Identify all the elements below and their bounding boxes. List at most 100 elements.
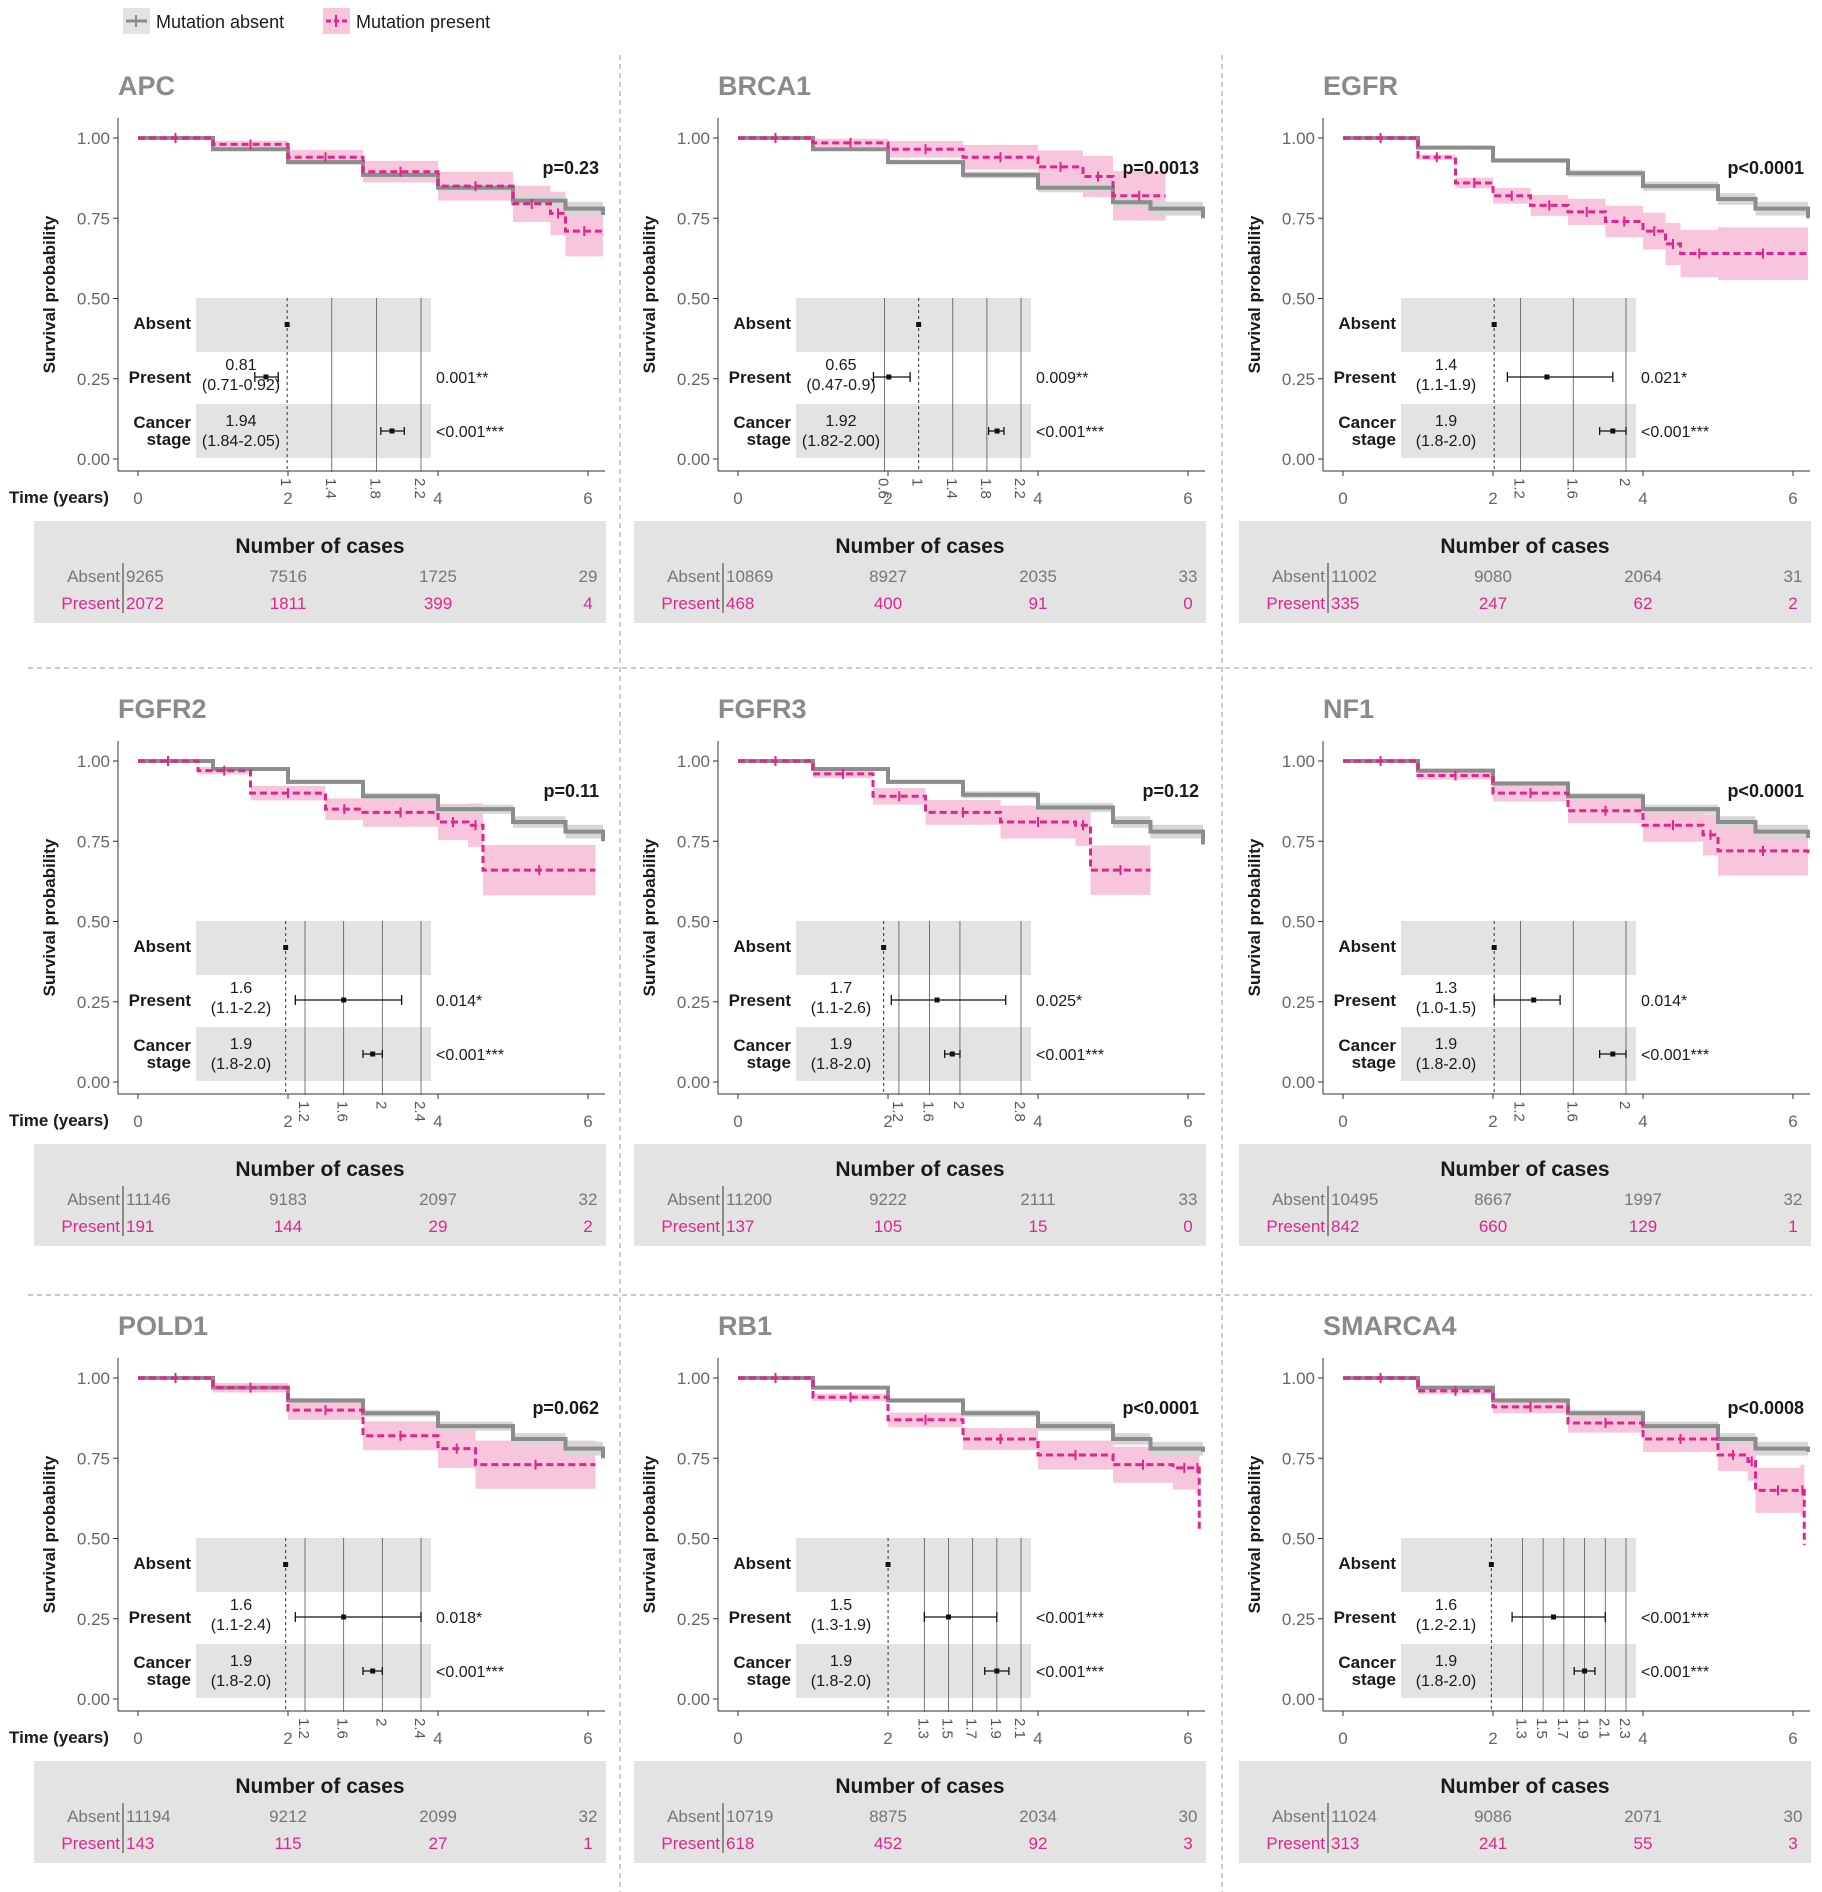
risk-count-present: 0 (1183, 1217, 1192, 1236)
forest-hr-stage: 1.94 (225, 413, 256, 430)
curve-mutation-present (138, 1376, 596, 1467)
risk-count-present: 468 (726, 594, 754, 613)
risk-count-present: 335 (1331, 594, 1359, 613)
risk-count-present: 115 (274, 1834, 301, 1853)
panel-title: BRCA1 (718, 71, 811, 101)
panel-rb1: RB1 1.00 0.75 0.50 0.25 0.00 0 2 4 6 Survival prob… (634, 1311, 1206, 1863)
ci-band-absent (738, 1378, 1203, 1460)
risk-count-present: 247 (1479, 594, 1507, 613)
risk-label-absent: Absent (1272, 1807, 1325, 1826)
p-value: p<0.0008 (1727, 1398, 1804, 1418)
x-tick-label: 0 (733, 1729, 742, 1748)
x-tick-label: 6 (583, 1729, 592, 1748)
forest-label-absent: Absent (133, 314, 191, 333)
risk-label-present: Present (661, 594, 720, 613)
forest-tick-label: 1.8 (366, 478, 383, 499)
y-tick-label: 1.00 (1282, 129, 1315, 148)
risk-count-present: 92 (1029, 1834, 1048, 1853)
y-tick-label: 1.00 (677, 752, 710, 771)
risk-label-absent: Absent (667, 1190, 720, 1209)
risk-table-bg (634, 521, 1206, 623)
forest-point-present (341, 997, 347, 1003)
risk-count-present: 29 (429, 1217, 448, 1236)
risk-count-present: 27 (429, 1834, 448, 1853)
forest-label-present: Present (1334, 991, 1397, 1010)
y-tick-label: 1.00 (677, 1369, 710, 1388)
legend-absent-label: Mutation absent (156, 12, 284, 32)
forest-tick-label: 2.1 (1011, 1718, 1028, 1739)
risk-table: Number of cases Absent Present 11002 9080 206… (1239, 521, 1811, 623)
x-tick-label: 2 (1488, 1729, 1497, 1748)
forest-p-stage: <0.001*** (436, 1047, 504, 1064)
risk-count-present: 137 (726, 1217, 754, 1236)
risk-count-present: 3 (1183, 1834, 1192, 1853)
panel-title: EGFR (1323, 71, 1398, 101)
risk-label-absent: Absent (667, 1807, 720, 1826)
risk-count-absent: 11024 (1331, 1807, 1377, 1826)
forest-point-present (263, 374, 269, 380)
curve-mutation-absent (1343, 136, 1810, 219)
forest-hr-present: 1.7 (830, 980, 852, 997)
x-tick-label: 6 (1183, 489, 1192, 508)
forest-label-stage: stage (1352, 1670, 1396, 1689)
risk-table: Number of cases Absent Present 11200 9222 211… (634, 1144, 1206, 1246)
y-tick-label: 0.75 (677, 1449, 710, 1468)
risk-table-title: Number of cases (835, 535, 1004, 558)
forest-ci-text-stage: (1.84-2.05) (202, 433, 280, 450)
forest-point-absent (1488, 1562, 1494, 1567)
risk-table-bg (34, 1761, 606, 1863)
risk-count-absent: 9265 (126, 567, 164, 586)
risk-count-present: 4 (583, 594, 592, 613)
risk-table-title: Number of cases (1440, 1775, 1609, 1798)
x-tick-label: 2 (1488, 1112, 1497, 1131)
forest-label-stage: stage (1352, 430, 1396, 449)
y-tick-label: 0.50 (677, 1530, 710, 1549)
forest-ci-text-present: (1.1-2.2) (211, 1000, 271, 1017)
forest-tick-label: 1.2 (1511, 478, 1528, 499)
forest-hr-stage: 1.9 (830, 1653, 852, 1670)
forest-label-stage: stage (147, 430, 191, 449)
forest-hr-present: 1.3 (1435, 980, 1457, 997)
forest-ci-text-stage: (1.8-2.0) (1416, 433, 1476, 450)
risk-table: Number of cases Absent Present 10869 8927 203… (634, 521, 1206, 623)
forest-label-cancer: Cancer (133, 1036, 191, 1055)
forest-tick-label: 1.8 (977, 478, 994, 499)
x-tick-label: 2 (883, 489, 892, 508)
risk-count-present: 0 (1183, 594, 1192, 613)
forest-ci-text-stage: (1.8-2.0) (1416, 1056, 1476, 1073)
forest-tick-label: 2 (1616, 478, 1633, 486)
forest-hr-present: 1.6 (1435, 1597, 1457, 1614)
ci-band-absent (138, 1378, 603, 1467)
risk-label-present: Present (1266, 1217, 1325, 1236)
x-tick-label: 6 (1183, 1729, 1192, 1748)
forest-label-cancer: Cancer (733, 1036, 791, 1055)
risk-count-absent: 11146 (126, 1190, 171, 1209)
x-tick-label: 2 (1488, 489, 1497, 508)
forest-tick-label: 2.2 (1011, 478, 1028, 499)
forest-label-absent: Absent (133, 1554, 191, 1573)
forest-tick-label: 1 (277, 478, 294, 486)
y-tick-label: 0.75 (77, 1449, 110, 1468)
y-tick-label: 0.00 (77, 450, 110, 469)
forest-label-stage: stage (747, 1053, 791, 1072)
risk-count-present: 660 (1479, 1217, 1507, 1236)
forest-tick-label: 1.2 (295, 1101, 312, 1122)
risk-count-present: 3 (1788, 1834, 1797, 1853)
y-tick-label: 0.00 (1282, 1690, 1315, 1709)
x-tick-label: 4 (1033, 489, 1042, 508)
forest-p-stage: <0.001*** (1036, 1664, 1104, 1681)
forest-ci-text-present: (1.1-2.4) (211, 1617, 271, 1634)
forest-label-cancer: Cancer (733, 1653, 791, 1672)
x-tick-label: 4 (433, 489, 442, 508)
risk-table-bg (34, 521, 606, 623)
curve-mutation-absent (738, 136, 1205, 219)
risk-count-absent: 11002 (1331, 567, 1377, 586)
forest-ci-text-present: (1.1-2.6) (811, 1000, 871, 1017)
ci-band-present (138, 138, 603, 264)
x-tick-label: 0 (1338, 1729, 1347, 1748)
risk-label-absent: Absent (67, 567, 120, 586)
forest-p-present: 0.018* (436, 1610, 482, 1627)
forest-label-absent: Absent (733, 314, 791, 333)
